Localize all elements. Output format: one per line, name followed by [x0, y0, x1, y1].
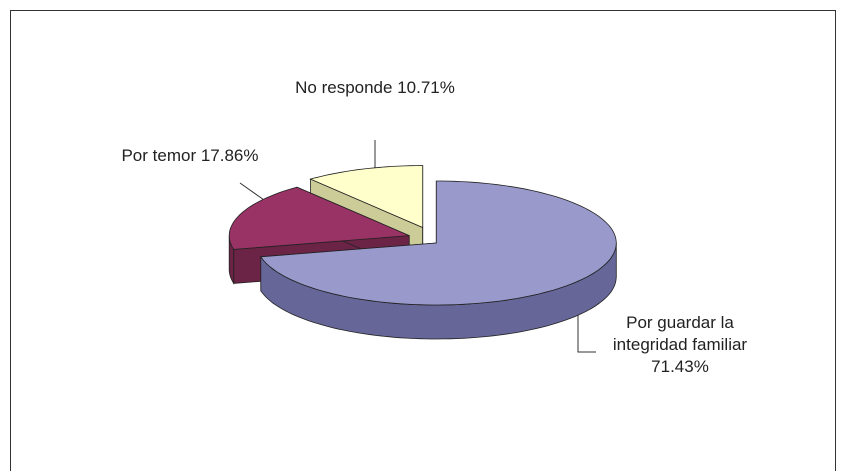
leader-line	[239, 182, 265, 201]
slice	[260, 180, 617, 306]
category-label: Por guardar la integridad familiar	[612, 313, 748, 354]
data-label: Por temor 17.86%	[110, 145, 270, 167]
slice	[228, 186, 410, 250]
category-label: No responde	[295, 78, 393, 97]
data-label: No responde 10.71%	[290, 77, 460, 99]
data-label: Por guardar la integridad familiar 71.43…	[590, 312, 770, 378]
category-label: Por temor	[121, 146, 197, 165]
slice	[309, 165, 424, 229]
leader-line	[577, 300, 596, 353]
value-label: 71.43%	[651, 357, 709, 376]
chart-border	[10, 10, 836, 471]
value-label: 17.86%	[200, 146, 259, 165]
value-label: 10.71%	[397, 78, 455, 97]
